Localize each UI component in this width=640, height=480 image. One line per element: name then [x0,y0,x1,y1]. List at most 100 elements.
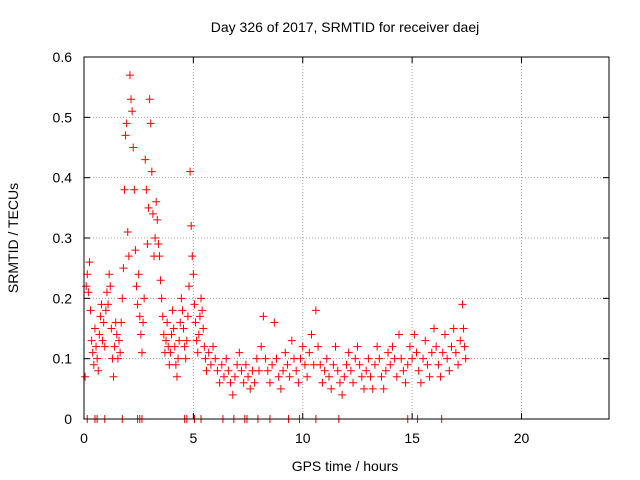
data-point [179,324,188,333]
axis-ticks: 0 5 10 15 20 0 0.1 0.2 0.3 0.4 0.5 0.6 [53,49,609,446]
data-point [447,342,456,351]
data-point [364,354,373,363]
data-point [147,167,156,176]
data-point [432,342,441,351]
data-point [294,378,303,387]
data-point [379,384,388,393]
data-point [209,342,218,351]
data-point [197,294,206,303]
data-point [268,360,277,369]
data-point [151,234,160,242]
x-tick-label: 20 [514,430,530,446]
x-tick-label: 5 [189,430,197,446]
x-tick-label: 10 [295,430,311,446]
data-point [116,348,125,357]
data-points [81,71,470,423]
data-point [252,354,261,363]
data-point [237,366,246,375]
data-point [95,330,104,339]
data-point [327,384,336,393]
data-point [436,372,445,381]
data-point [153,215,162,224]
data-point [403,360,412,369]
data-point [401,378,410,387]
data-point [187,221,196,230]
data-point [384,348,393,357]
data-point [159,330,168,339]
data-point [110,342,119,351]
data-point [296,354,305,363]
data-point [412,348,421,357]
data-point [190,300,199,309]
data-point [100,342,109,351]
data-point [117,318,126,327]
data-point [399,366,408,375]
data-point [123,227,132,236]
data-point [440,330,449,339]
data-point [89,360,98,369]
y-tick-label: 0.4 [53,170,73,186]
data-point [257,342,266,351]
data-point [146,119,155,128]
data-point [112,330,121,339]
data-point [144,203,153,212]
data-point [81,372,90,381]
data-point [285,372,294,381]
data-point [215,378,224,387]
data-point [162,336,171,345]
data-point [349,378,358,387]
data-point [314,342,323,351]
data-point [105,270,114,279]
data-point [163,318,172,327]
data-point [370,360,379,369]
data-point [438,348,447,357]
chart-title: Day 326 of 2017, SRMTID for receiver dae… [211,19,479,35]
data-point [353,342,362,351]
data-point [176,318,185,327]
data-point [316,360,325,369]
data-point [274,372,283,381]
data-point [199,324,208,333]
data-point [298,342,307,351]
data-point [194,330,203,339]
data-point [320,366,329,375]
data-point [454,360,463,369]
data-point [86,306,95,315]
data-point [213,366,222,375]
data-point [443,354,452,363]
data-point [180,342,189,351]
data-point [152,197,161,206]
data-point [355,360,364,369]
y-axis-label: SRMTID / TECUs [5,183,21,293]
data-point [311,306,320,315]
data-point [235,348,244,357]
data-point [154,240,163,249]
data-point [460,342,469,351]
data-point [381,366,390,375]
data-point [202,366,211,375]
data-point [333,366,342,375]
data-point [421,336,430,345]
data-point [189,270,198,279]
data-point [167,330,176,339]
data-point [143,240,152,249]
data-point [84,288,93,297]
data-point [458,300,467,309]
data-point [131,246,140,255]
data-point [340,372,349,381]
data-point [366,372,375,381]
data-point [338,390,347,399]
data-point [166,348,175,357]
data-point [156,276,165,285]
data-point [178,306,187,315]
data-point [287,336,296,345]
data-point [357,372,366,381]
data-point [331,342,340,351]
data-point [449,324,458,333]
data-point [193,348,202,357]
data-point [177,294,186,303]
data-point [185,282,193,291]
data-point [206,360,215,369]
data-point [416,378,425,387]
